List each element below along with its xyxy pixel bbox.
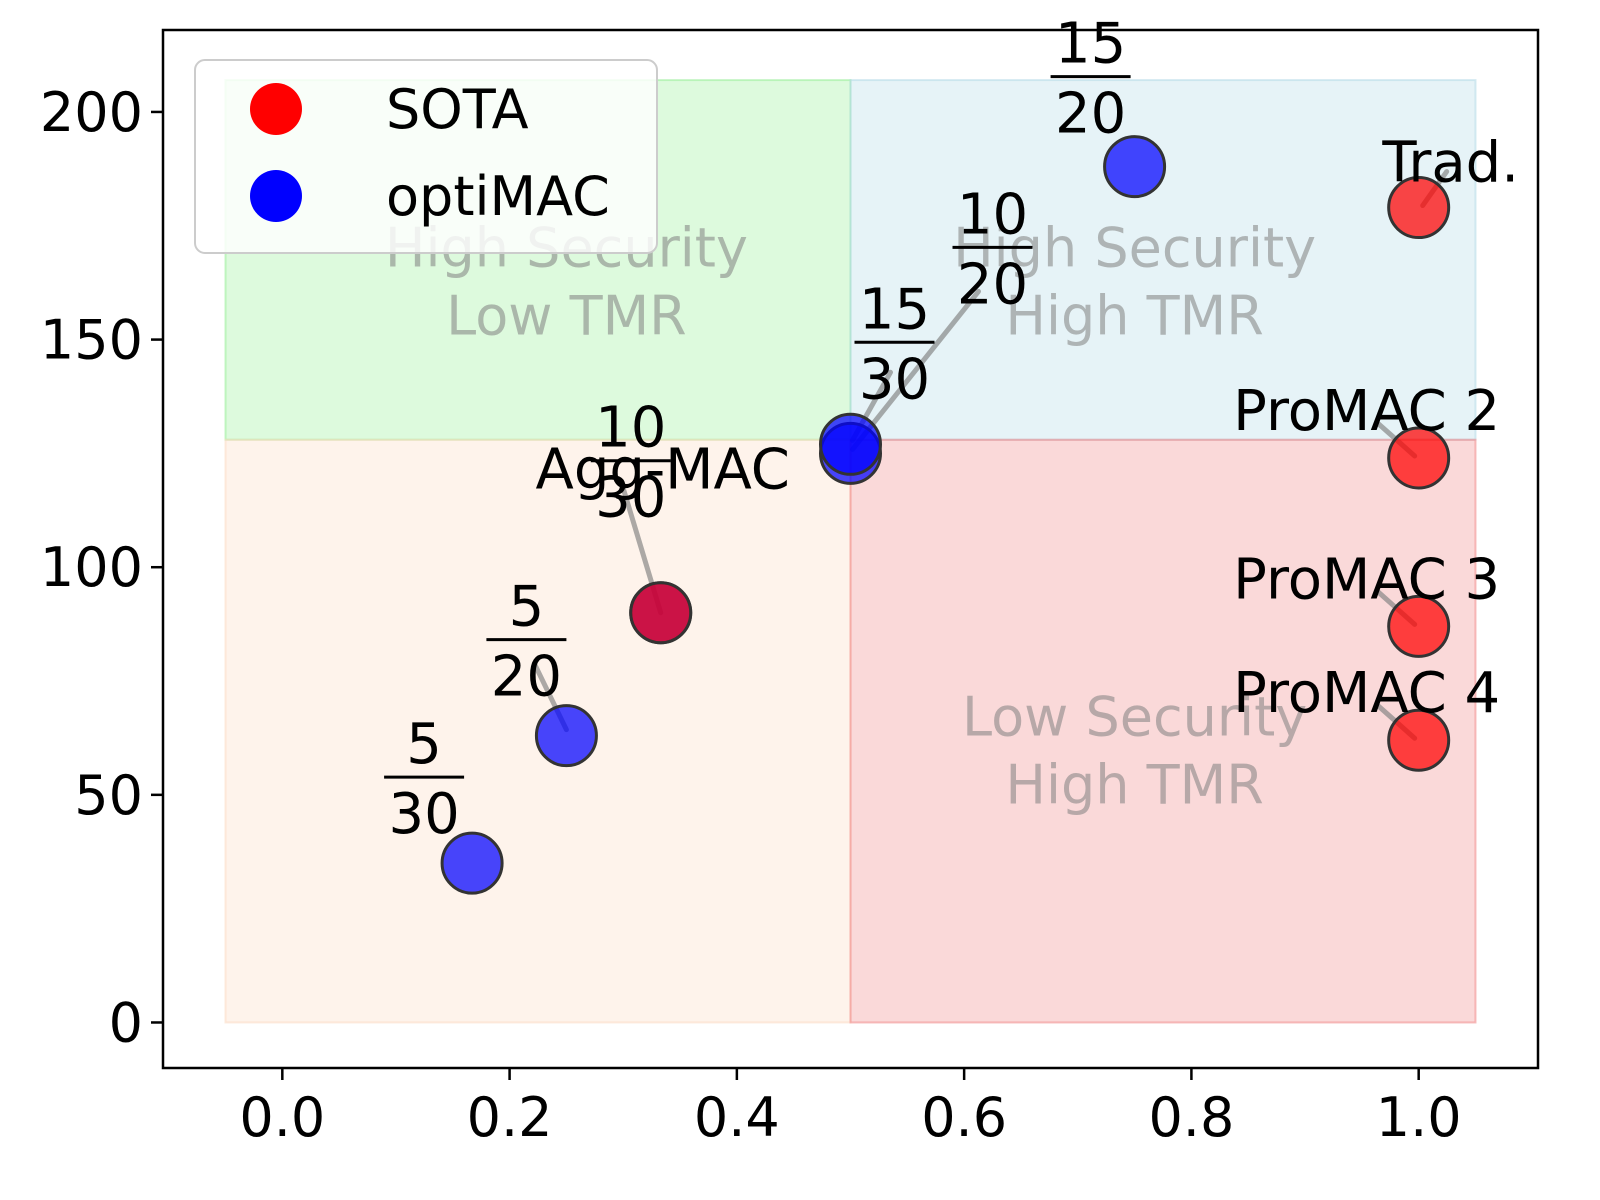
point-label-sota: Trad. [1381, 131, 1519, 196]
region-1 [849, 79, 1477, 441]
fraction-numerator: 15 [859, 277, 930, 342]
data-point-sota [1387, 176, 1451, 240]
legend-label: SOTA [386, 78, 529, 141]
y-tick-label: 200 [40, 81, 143, 144]
fraction-denominator: 30 [388, 782, 459, 847]
x-tick-label: 0.0 [239, 1086, 325, 1149]
fraction-denominator: 20 [957, 252, 1028, 317]
data-point-optimac [819, 412, 882, 476]
x-tick-label: 0.6 [921, 1086, 1007, 1149]
fraction-numerator: 5 [406, 712, 442, 777]
fraction-numerator: 5 [509, 575, 545, 640]
point-label-sota: ProMAC 4 [1233, 661, 1500, 726]
fraction-label: 530 [384, 712, 465, 847]
legend: SOTA optiMAC [194, 59, 658, 254]
legend-marker-optimac [250, 170, 302, 222]
fraction-numerator: 10 [595, 396, 666, 461]
region-label-line2: Low TMR [446, 284, 687, 347]
point-label-sota: ProMAC 3 [1233, 547, 1500, 612]
fraction-denominator: 30 [595, 466, 666, 531]
legend-label: optiMAC [386, 165, 610, 228]
data-point-sota [1387, 708, 1451, 772]
fraction-numerator: 10 [957, 182, 1028, 247]
fraction-label: 520 [486, 575, 567, 710]
data-point-sota [1387, 594, 1451, 658]
legend-marker-sota [250, 83, 302, 135]
data-point-optimac [1103, 135, 1167, 199]
y-tick-label: 100 [40, 536, 143, 599]
point-label-sota: Agg-MAC [536, 438, 790, 503]
point-label-sota: ProMAC 2 [1233, 379, 1500, 444]
y-tick-label: 50 [74, 764, 143, 827]
x-tick-label: 0.2 [467, 1086, 553, 1149]
x-tick-label: 0.8 [1148, 1086, 1234, 1149]
data-point-optimac [534, 704, 598, 768]
region-3 [849, 438, 1477, 1024]
region-label-line2: High TMR [1005, 753, 1263, 816]
fraction-denominator: 20 [491, 645, 562, 710]
data-point-optimac [440, 831, 504, 895]
x-tick-label: 0.4 [694, 1086, 780, 1149]
fraction-denominator: 20 [1055, 82, 1126, 147]
fraction-numerator: 15 [1055, 12, 1126, 77]
legend-box [194, 59, 658, 254]
y-tick-label: 0 [109, 991, 143, 1054]
region-label-line2: High TMR [1005, 284, 1263, 347]
region-label-line1: Low Security [962, 685, 1307, 748]
x-tick-label: 1.0 [1376, 1086, 1462, 1149]
y-tick-label: 150 [40, 309, 143, 372]
plot-frame [161, 28, 1540, 1070]
fraction-denominator: 30 [859, 347, 930, 412]
data-point-sota [1387, 426, 1451, 490]
data-point-sota [629, 581, 693, 645]
